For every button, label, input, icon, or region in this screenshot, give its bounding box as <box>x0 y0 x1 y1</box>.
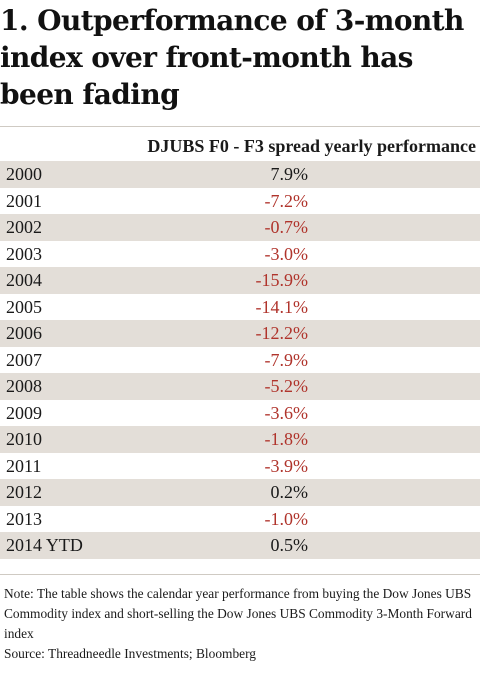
footer-divider <box>0 574 480 575</box>
row-value: 0.5% <box>270 535 309 555</box>
table-row: 2009 -3.6% <box>0 400 480 427</box>
table-row: 2005 -14.1% <box>0 294 480 321</box>
row-value: -3.9% <box>264 455 309 476</box>
table-row: 2010 -1.8% <box>0 426 480 453</box>
row-value: 0.2% <box>270 482 309 502</box>
row-value: -1.8% <box>264 429 309 449</box>
header-divider <box>0 126 480 127</box>
row-year: 2005 <box>6 296 42 317</box>
row-value: -1.0% <box>264 508 309 529</box>
table-row: 2006 -12.2% <box>0 320 480 347</box>
chart-title: 1. Outperformance of 3-month index over … <box>0 4 464 111</box>
row-year: 2002 <box>6 217 42 237</box>
row-value: -0.7% <box>264 217 309 237</box>
row-value: -12.2% <box>255 323 309 343</box>
row-value: -15.9% <box>255 270 309 290</box>
row-year: 2004 <box>6 270 42 290</box>
row-value: -7.9% <box>264 349 309 370</box>
table-row: 2003 -3.0% <box>0 241 480 268</box>
row-year: 2013 <box>6 508 42 529</box>
data-table: 2000 7.9% 2001 -7.2% 2002 -0.7% 2003 -3.0% 2004 -… <box>0 161 480 559</box>
row-value: -14.1% <box>255 296 309 317</box>
table-row: 2002 -0.7% <box>0 214 480 241</box>
table-row: 2001 -7.2% <box>0 188 480 215</box>
row-year: 2014 YTD <box>6 535 83 555</box>
row-year: 2007 <box>6 349 42 370</box>
table-row: 2012 0.2% <box>0 479 480 506</box>
row-year: 2006 <box>6 323 42 343</box>
row-year: 2012 <box>6 482 42 502</box>
source-text: Source: Threadneedle Investments; Bloomb… <box>4 646 257 661</box>
table-row: 2014 YTD 0.5% <box>0 532 480 559</box>
row-year: 2003 <box>6 243 42 264</box>
row-year: 2009 <box>6 402 42 423</box>
column-header: DJUBS F0 - F3 spread yearly performance <box>147 136 476 156</box>
table-row: 2011 -3.9% <box>0 453 480 480</box>
table-row: 2008 -5.2% <box>0 373 480 400</box>
row-year: 2001 <box>6 190 42 211</box>
table-row: 2007 -7.9% <box>0 347 480 374</box>
row-value: -3.6% <box>264 402 309 423</box>
row-value: -3.0% <box>264 243 309 264</box>
row-year: 2000 <box>6 164 42 184</box>
row-year: 2010 <box>6 429 42 449</box>
row-value: -5.2% <box>264 376 309 396</box>
table-row: 2013 -1.0% <box>0 506 480 533</box>
row-year: 2011 <box>6 455 42 476</box>
row-value: 7.9% <box>270 164 309 184</box>
row-year: 2008 <box>6 376 42 396</box>
footnote: Note: The table shows the calendar year … <box>4 584 478 664</box>
table-row: 2000 7.9% <box>0 161 480 188</box>
note-text: Note: The table shows the calendar year … <box>4 586 472 641</box>
table-row: 2004 -15.9% <box>0 267 480 294</box>
row-value: -7.2% <box>264 190 309 211</box>
